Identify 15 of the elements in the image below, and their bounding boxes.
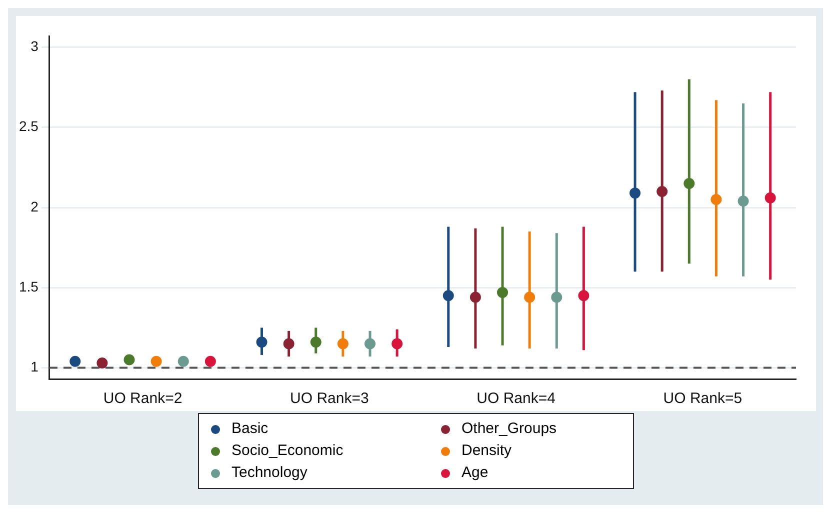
x-tick-label: UO Rank=3 [290,390,369,408]
y-tick-label: 1.5 [18,278,39,294]
y-tick-label: 1 [30,358,39,375]
x-tick-label: UO Rank=4 [476,390,556,408]
legend-label: Basic [232,419,268,439]
legend-label: Technology [232,463,308,483]
y-tick-label: 2 [30,198,39,214]
y-tick-label: 2.5 [18,118,39,134]
y-tick-label: 3 [30,38,39,54]
x-tick-label: UO Rank=5 [663,390,742,408]
x-tick-label: UO Rank=2 [103,390,182,408]
legend-label: Socio_Economic [232,441,344,461]
legend-label: Density [462,441,512,461]
legend-label: Age [462,463,488,483]
legend-label: Other_Groups [462,419,557,439]
